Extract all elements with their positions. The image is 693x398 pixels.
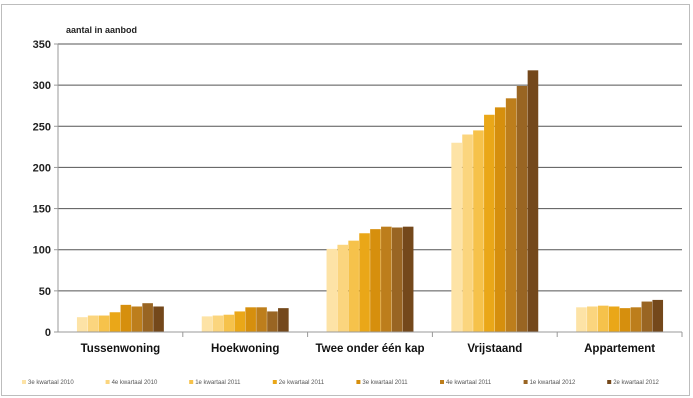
bar xyxy=(473,130,484,332)
bar xyxy=(223,314,235,332)
y-tick-label: 300 xyxy=(33,80,51,92)
bar xyxy=(587,306,598,332)
legend-label: 1e kwartaal 2011 xyxy=(195,380,241,386)
category-label: Vrijstaand xyxy=(467,343,522,355)
bar xyxy=(576,307,587,332)
legend-label: 4e kwartaal 2011 xyxy=(446,380,492,386)
bar xyxy=(630,307,642,332)
legend-swatch xyxy=(440,380,444,384)
legend-label: 2e kwartaal 2011 xyxy=(279,380,325,386)
legend-swatch xyxy=(105,380,110,384)
bar xyxy=(359,233,370,332)
bar xyxy=(484,114,495,333)
category-label: Hoekwoning xyxy=(211,343,279,355)
x-axis-ticks xyxy=(182,332,683,337)
category-labels: Tussenwoning Hoekwoning Twee onder één kap… xyxy=(81,343,656,355)
y-tick-label: 0 xyxy=(45,327,51,339)
bar xyxy=(278,308,289,332)
y-tick-label: 200 xyxy=(33,162,51,174)
category-label: Tussenwoning xyxy=(81,343,161,355)
bar xyxy=(370,229,381,332)
bar xyxy=(256,307,267,332)
y-tick-label: 350 xyxy=(33,39,51,51)
bar xyxy=(348,240,359,332)
y-tick-label: 150 xyxy=(33,204,51,216)
legend-label: 1e kwartaal 2012 xyxy=(530,380,576,386)
bar xyxy=(494,107,506,332)
bar xyxy=(76,317,88,332)
bar xyxy=(381,226,392,332)
bar xyxy=(652,299,664,332)
bar xyxy=(391,227,403,332)
bar xyxy=(234,311,246,332)
y-tick-label: 100 xyxy=(33,245,51,257)
category-label: Twee onder één kap xyxy=(315,343,424,355)
legend-swatch xyxy=(523,380,528,384)
legend-label: 2e kwartaal 2012 xyxy=(613,380,659,386)
bar xyxy=(120,304,132,332)
bar xyxy=(641,301,653,332)
legend-swatch xyxy=(272,380,277,384)
category-label: Appartement xyxy=(584,343,655,355)
bar xyxy=(142,303,153,332)
bar xyxy=(451,142,462,332)
bar xyxy=(201,316,213,332)
y-axis-label: aantal in aanbod xyxy=(66,25,137,35)
y-tick-label: 50 xyxy=(39,286,51,298)
legend-swatch xyxy=(356,380,361,384)
legend-swatch xyxy=(22,380,26,384)
bar xyxy=(212,315,224,332)
grid-lines xyxy=(58,43,682,292)
bar xyxy=(619,308,631,332)
legend-label: 3e kwartaal 2010 xyxy=(28,380,74,386)
bar xyxy=(131,306,143,332)
bar xyxy=(337,244,349,332)
y-tick-label: 250 xyxy=(33,121,51,133)
bar xyxy=(245,307,256,332)
bar xyxy=(608,306,620,332)
bar xyxy=(597,305,609,332)
legend-swatch xyxy=(189,380,194,384)
bar xyxy=(87,315,99,332)
legend-label: 3e kwartaal 2011 xyxy=(362,380,408,386)
legend-label: 4e kwartaal 2010 xyxy=(112,380,158,386)
bar xyxy=(527,70,539,332)
bar xyxy=(98,315,110,332)
bar xyxy=(462,134,473,332)
y-axis-ticks: 0 50 100 150 200 250 300 350 xyxy=(33,39,58,339)
bar xyxy=(326,248,338,332)
legend: 3e kwartaal 2010 4e kwartaal 2010 1e kwart… xyxy=(22,380,660,386)
bar xyxy=(516,85,528,332)
bar xyxy=(153,306,164,332)
bar xyxy=(402,226,414,332)
bar xyxy=(267,311,278,332)
bars xyxy=(76,70,664,333)
bar xyxy=(109,312,121,332)
bar xyxy=(505,98,517,332)
legend-swatch xyxy=(607,380,612,384)
